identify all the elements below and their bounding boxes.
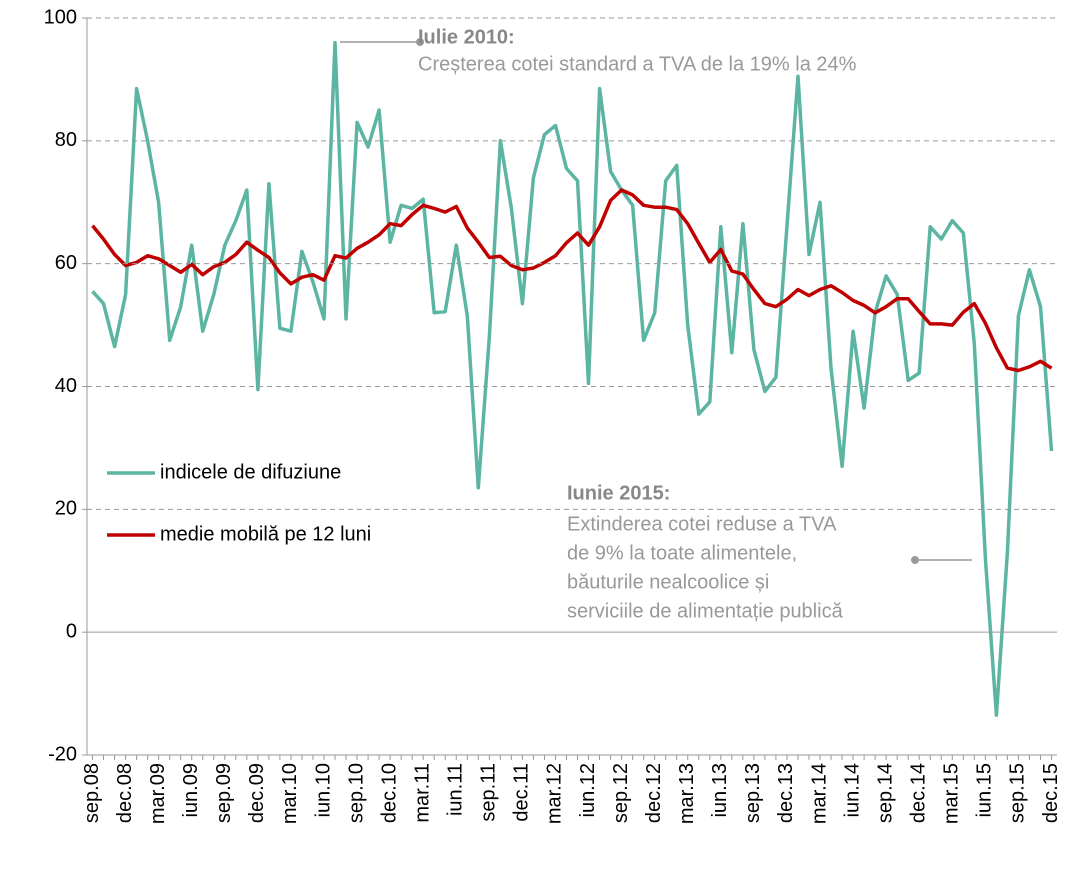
x-tick-label: mar.11 — [411, 763, 433, 823]
y-tick-label: 0 — [66, 620, 77, 642]
annotation-title: Iunie 2015: — [567, 482, 670, 504]
annotation-text: de 9% la toate alimentele, — [567, 542, 797, 564]
leader-dot — [911, 556, 919, 564]
x-tick-label: mar.14 — [808, 763, 830, 824]
x-tick-label: iun.14 — [841, 763, 863, 818]
annotation-text: Extinderea cotei reduse a TVA — [567, 513, 837, 535]
x-tick-label: dec.15 — [1040, 763, 1062, 823]
legend-label: medie mobilă pe 12 luni — [160, 523, 371, 545]
x-tick-label: iun.13 — [709, 763, 731, 818]
y-tick-label: -20 — [48, 743, 77, 765]
y-tick-label: 60 — [55, 252, 77, 274]
annotation-text: Creșterea cotei standard a TVA de la 19%… — [418, 53, 857, 75]
x-tick-label: mar.15 — [941, 763, 963, 824]
x-tick-label: sep.13 — [742, 763, 764, 823]
x-tick-label: mar.13 — [676, 763, 698, 824]
x-tick-label: mar.12 — [544, 763, 566, 824]
series-line — [91, 188, 1053, 373]
legend-label: indicele de difuziune — [160, 461, 341, 483]
x-tick-label: iun.09 — [180, 763, 202, 818]
x-tick-label: sep.14 — [874, 763, 896, 823]
x-tick-label: dec.11 — [511, 763, 533, 822]
x-tick-label: mar.09 — [147, 763, 169, 824]
x-tick-label: sep.10 — [345, 763, 367, 823]
x-tick-label: iun.10 — [312, 763, 334, 818]
x-tick-label: dec.08 — [114, 763, 136, 823]
x-tick-label: sep.11 — [478, 763, 500, 822]
x-tick-label: sep.08 — [81, 763, 103, 823]
annotation-text: serviciile de alimentație publică — [567, 600, 844, 622]
x-tick-label: mar.10 — [279, 763, 301, 824]
x-tick-label: sep.09 — [213, 763, 235, 823]
x-tick-label: dec.13 — [775, 763, 797, 823]
y-tick-label: 40 — [55, 375, 77, 397]
series-line — [91, 40, 1054, 717]
y-tick-label: 80 — [55, 129, 77, 151]
y-tick-label: 100 — [44, 6, 77, 28]
leader-dot — [416, 38, 424, 46]
x-tick-label: dec.12 — [643, 763, 665, 823]
y-tick-label: 20 — [55, 498, 77, 520]
x-tick-label: iun.12 — [577, 763, 599, 818]
annotation-text: băuturile nealcoolice și — [567, 571, 769, 593]
x-tick-label: iun.11 — [445, 763, 467, 816]
annotation-title: Iulie 2010: — [418, 26, 515, 48]
x-tick-label: sep.12 — [610, 763, 632, 823]
x-tick-label: iun.15 — [974, 763, 996, 818]
x-tick-label: dec.10 — [378, 763, 400, 823]
x-tick-label: dec.14 — [907, 763, 929, 823]
x-tick-label: sep.15 — [1007, 763, 1029, 823]
x-tick-label: dec.09 — [246, 763, 268, 823]
